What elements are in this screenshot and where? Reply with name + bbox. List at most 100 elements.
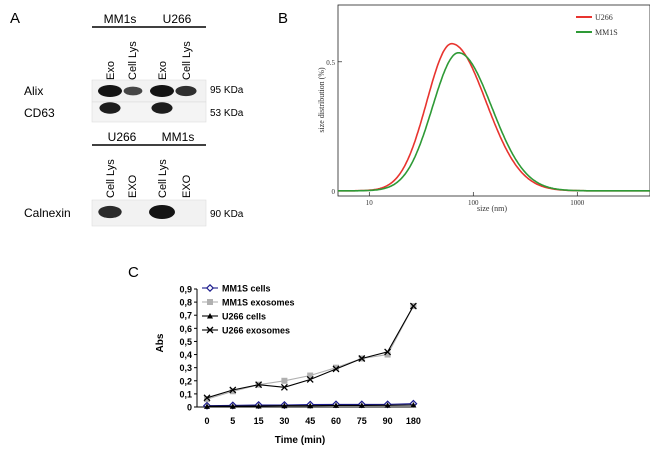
- y-tick-label: 0,1: [179, 389, 192, 399]
- row-size-cd63: 53 KDa: [210, 108, 244, 119]
- y-tick-label: 0,3: [179, 363, 192, 373]
- group-header-mm1s-top: MM1s: [104, 12, 137, 26]
- lane-label: Exo: [157, 61, 169, 80]
- blot-band: [175, 85, 197, 97]
- x-axis-label-c: Time (min): [275, 435, 325, 446]
- data-point-u266-cells: [204, 403, 210, 409]
- row-label-calnexin: Calnexin: [24, 206, 71, 220]
- bands-calnexin: [98, 205, 175, 219]
- lane-label: Cell Lys: [181, 41, 193, 80]
- x-tick-label: 10: [366, 199, 374, 207]
- data-point-u266-cells: [358, 402, 365, 408]
- data-point-u266-cells: [255, 402, 262, 409]
- x-tick-label: 45: [305, 416, 315, 426]
- row-label-cd63: CD63: [24, 106, 55, 120]
- x-tick-label: 75: [357, 416, 367, 426]
- legend-b: U266 MM1S: [576, 13, 618, 37]
- data-point-u266-exosomes: [203, 394, 211, 402]
- x-tick-label: 100: [468, 199, 479, 207]
- legend-label: MM1S exosomes: [222, 298, 295, 308]
- data-point-u266-exosomes: [358, 355, 366, 362]
- legend-label: U266 cells: [222, 312, 266, 322]
- data-point-u266-exosomes: [280, 383, 288, 391]
- panel-c-letter: C: [128, 264, 139, 281]
- data-point-mm1s-exosomes: [229, 388, 236, 395]
- blot-band: [151, 102, 173, 114]
- y-tick-label: 0: [332, 188, 336, 196]
- x-tick-label: 90: [383, 416, 393, 426]
- x-tick-label: 0: [204, 416, 209, 426]
- blot-cd63: [91, 101, 207, 123]
- y-tick-label: 0,5: [179, 337, 192, 347]
- y-tick-label: 0.5: [326, 59, 335, 67]
- blot-band: [149, 205, 175, 219]
- group-header-u266-bottom: U266: [108, 130, 137, 144]
- data-point-u266-cells: [410, 402, 417, 408]
- lane-label: Exo: [105, 61, 117, 80]
- lane-label: Cell Lys: [127, 41, 139, 80]
- y-tick-label: 0,8: [179, 298, 192, 308]
- lane-label: Cell Lys: [157, 159, 169, 198]
- lane-label: EXO: [127, 174, 139, 198]
- legend-marker: [206, 326, 214, 334]
- x-tick-label: 15: [254, 416, 264, 426]
- blot-band: [98, 205, 122, 219]
- y-tick-label: 0,9: [179, 285, 192, 295]
- y-axis-label-b: size distribution (%): [317, 67, 326, 133]
- y-tick-label: 0,4: [179, 350, 192, 360]
- bands-cd63: [99, 102, 173, 114]
- y-tick-label: 0,6: [179, 324, 192, 334]
- data-point-mm1s-exosomes: [333, 364, 339, 371]
- y-tick-label: 0,2: [179, 376, 192, 386]
- legend-c: MM1S cells MM1S exosomes U266 cells U266 ex…: [202, 284, 295, 336]
- panel-a: A MM1s U266 Exo Cell Lys Exo Cell Lys Al…: [10, 10, 244, 227]
- data-point-u266-cells: [229, 403, 236, 409]
- row-label-alix: Alix: [24, 84, 43, 98]
- panel-b: B 10 100 1000 0 0.5 size (nm) size distribut…: [278, 4, 650, 213]
- blot-band: [150, 85, 174, 97]
- legend-label-mm1s: MM1S: [595, 28, 618, 37]
- y-tick-label: 0,7: [179, 311, 192, 321]
- x-tick-label: 5: [230, 416, 235, 426]
- panel-a-letter: A: [10, 10, 20, 27]
- legend-label: U266 exosomes: [222, 326, 290, 336]
- x-tick-label: 30: [279, 416, 289, 426]
- series-c: [202, 302, 418, 410]
- data-point-mm1s-exosomes: [281, 377, 288, 384]
- plot-frame-b: [337, 4, 650, 197]
- x-axis-label-b: size (nm): [477, 204, 507, 213]
- panel-b-letter: B: [278, 10, 288, 27]
- data-point-mm1s-exosomes: [307, 372, 314, 379]
- series-b: [338, 42, 650, 192]
- row-size-alix: 95 KDa: [210, 85, 244, 96]
- data-point-u266-exosomes: [332, 365, 340, 373]
- data-point-u266-cells: [384, 402, 391, 408]
- legend-label-u266: U266: [595, 13, 613, 22]
- lane-label: EXO: [181, 174, 193, 198]
- x-tick-label: 60: [331, 416, 341, 426]
- legend-label: MM1S cells: [222, 284, 271, 294]
- x-tick-label: 180: [406, 416, 421, 426]
- group-header-mm1s-bottom: MM1s: [162, 130, 195, 144]
- y-axis-label-c: Abs: [155, 333, 166, 352]
- data-point-u266-exosomes: [229, 386, 237, 394]
- data-point-u266-exosomes: [384, 348, 392, 356]
- x-tick-label: 1000: [570, 199, 585, 207]
- data-point-u266-exosomes: [409, 302, 417, 310]
- blot-band: [123, 86, 143, 96]
- legend-marker: [207, 299, 213, 305]
- blot-band: [99, 102, 121, 114]
- data-point-u266-exosomes: [255, 381, 263, 389]
- data-point-mm1s-exosomes: [384, 351, 391, 358]
- data-point-mm1s-exosomes: [204, 396, 210, 403]
- blot-band: [98, 85, 122, 97]
- data-point-u266-cells: [307, 402, 314, 409]
- axes-c: 0 0,1 0,2 0,3 0,4 0,5 0,6 0,7 0,8 0,9 0 5 15 30 45 60 75…: [179, 285, 420, 427]
- row-size-calnexin: 90 KDa: [210, 209, 244, 220]
- data-point-u266-cells: [281, 402, 288, 409]
- panel-c: C 0 0,1 0,2 0,3 0,4 0,5 0,6 0,7 0,8 0,9 0 5 15 30 45 60…: [128, 264, 421, 446]
- series-line-mm1s: [338, 52, 650, 192]
- legend-marker: [207, 313, 213, 319]
- bands-alix: [98, 85, 197, 97]
